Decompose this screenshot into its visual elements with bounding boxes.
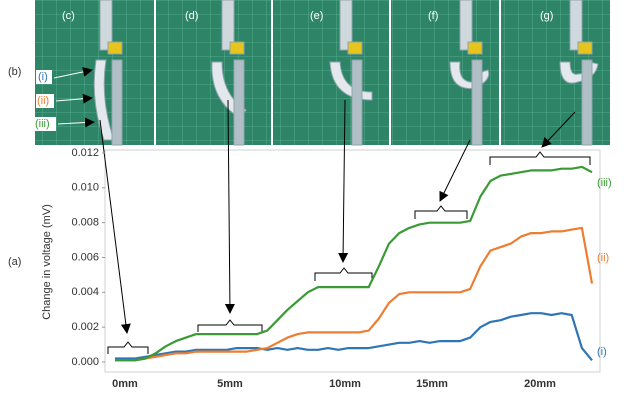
photo-label: (ii) [37,95,49,107]
y-axis-label: Change in voltage (mV) [41,204,53,320]
plot-frame [104,149,601,373]
y-tick-label: 0.010 [71,182,99,194]
y-tick-label: 0.008 [71,217,99,229]
photo-strip: (c) (d) (e) (f) (g) (i) (ii) (iii) [34,0,610,146]
x-tick-label: 10mm [329,378,361,390]
series-label: (i) [597,346,607,358]
series-label: (iii) [597,177,612,189]
figure-label: (a) [8,256,21,268]
panel-label: (c) [62,10,75,22]
series-line [115,312,593,362]
figure-label: (b) [8,66,21,78]
x-tick-label: 0mm [112,378,138,390]
photo-label: (iii) [35,118,50,130]
y-tick-label: 0.000 [71,356,99,368]
x-tick-label: 20mm [524,378,556,390]
series-label: (ii) [597,252,609,264]
annotations [99,99,591,354]
panel-label: (e) [310,10,323,22]
y-tick-label: 0.002 [71,321,99,333]
photo-label: (i) [38,71,48,83]
y-tick-label: 0.004 [71,286,99,298]
y-tick-label: 0.012 [71,147,99,159]
plot: 0.000 0.002 0.004 0.006 0.008 0.010 0.012 0mm 5m… [71,147,611,390]
panel-label: (f) [428,10,438,22]
panel-label: (g) [540,10,553,22]
series-line [115,226,594,362]
x-tick-label: 15mm [416,378,448,390]
y-tick-label: 0.006 [71,251,99,263]
series-line [115,165,593,362]
x-tick-label: 5mm [217,378,243,390]
panel-label: (d) [185,10,198,22]
